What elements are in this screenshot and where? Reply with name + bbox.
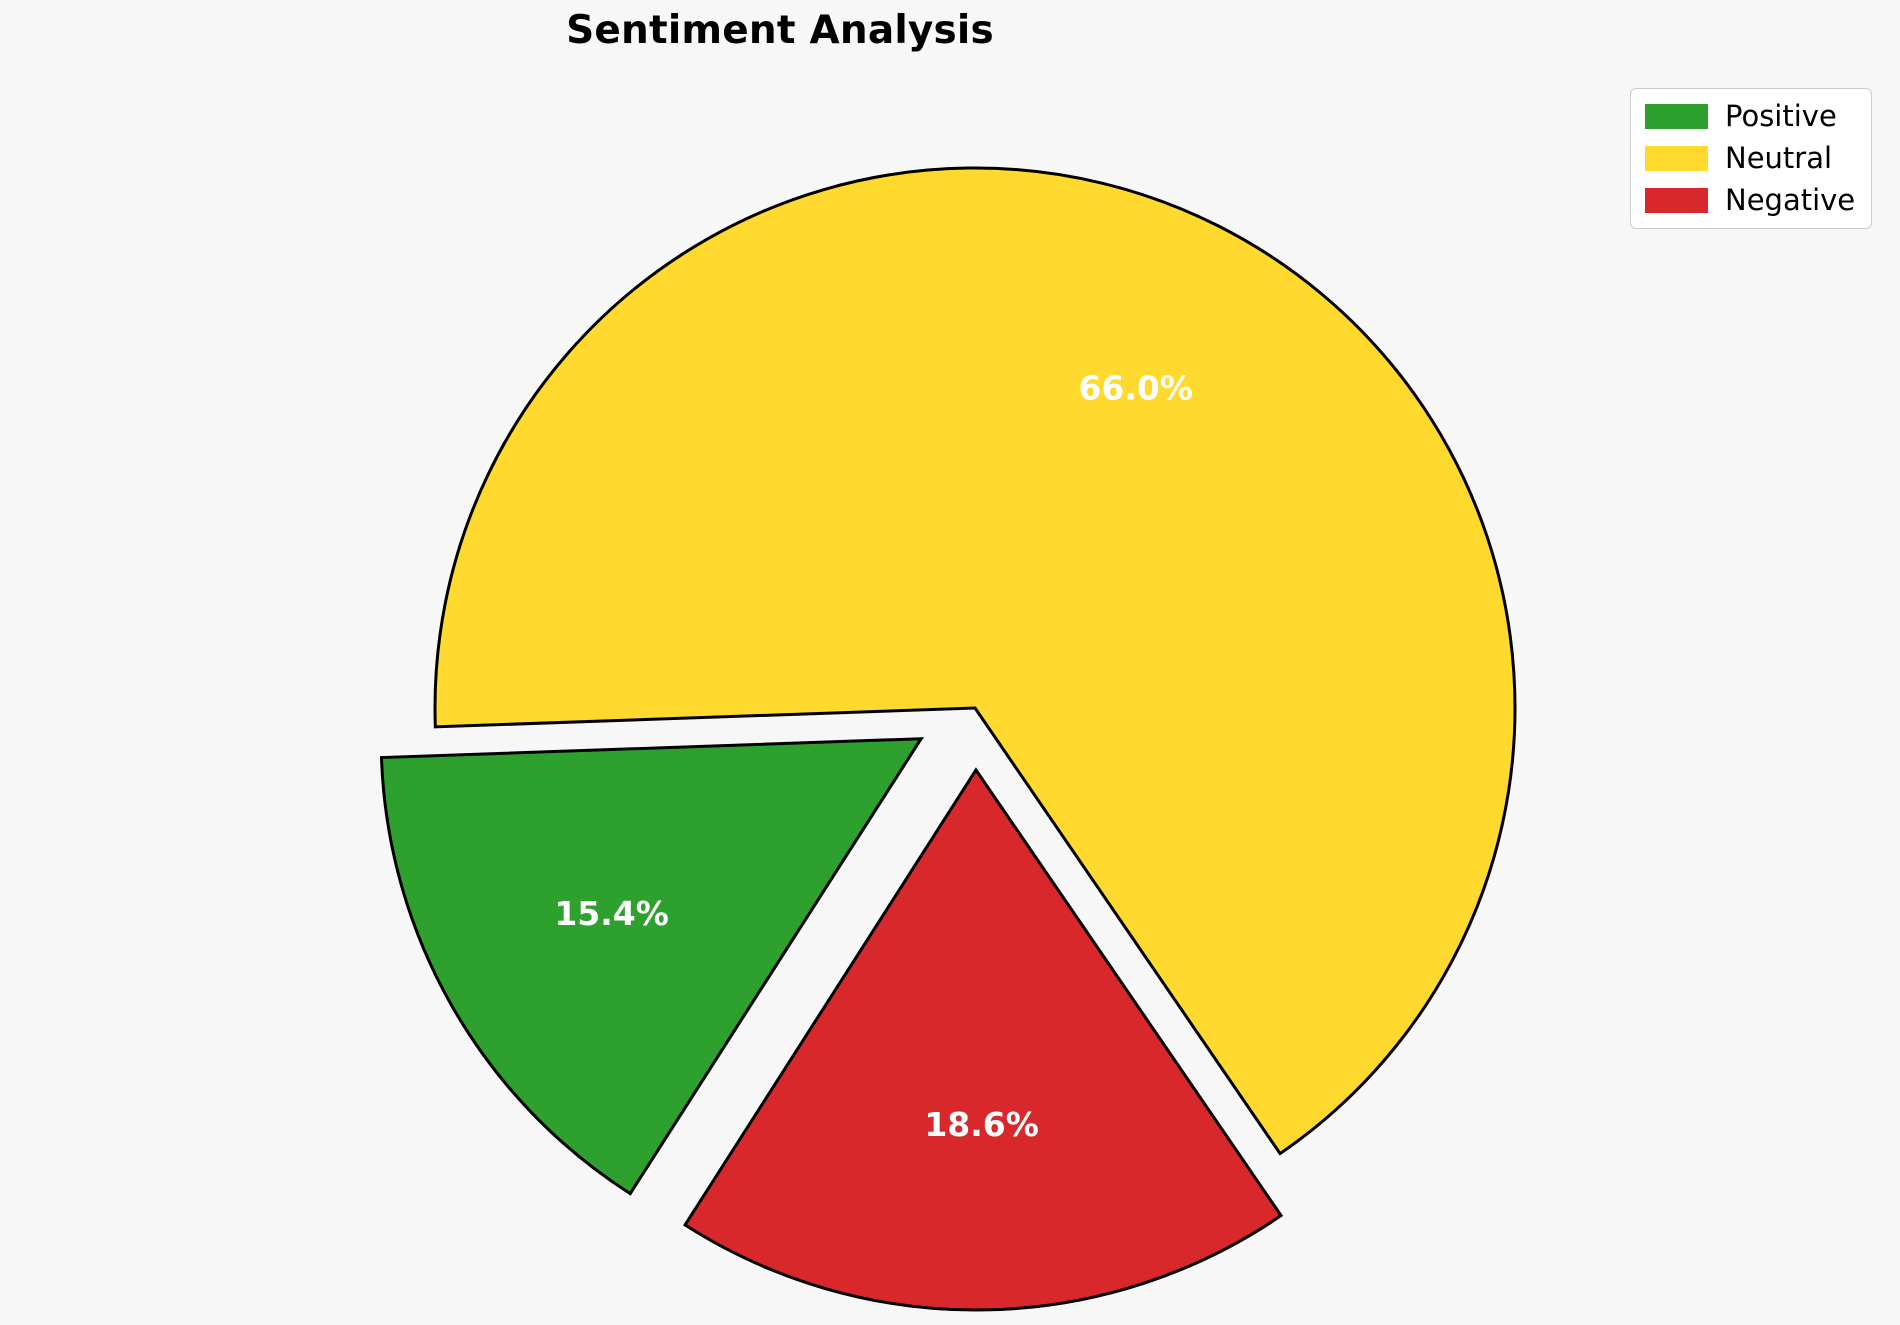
legend-item-neutral[interactable]: Neutral: [1645, 143, 1855, 174]
pie-slice-label-neutral: 66.0%: [1078, 368, 1193, 407]
pie-slice-label-negative: 18.6%: [924, 1105, 1039, 1144]
pie-slice-label-positive: 15.4%: [554, 894, 669, 933]
legend-label-negative: Negative: [1725, 183, 1856, 217]
pie-slice-neutral[interactable]: [433, 166, 1517, 1156]
pie-labels-group: 15.4% 66.0% 18.6%: [554, 368, 1193, 1143]
legend-item-negative[interactable]: Negative: [1645, 185, 1855, 216]
pie-slices-group: [379, 166, 1517, 1312]
legend-swatch-negative: [1645, 188, 1708, 213]
pie-slice-negative[interactable]: [682, 767, 1284, 1312]
chart-title: Sentiment Analysis: [566, 8, 994, 53]
legend-swatch-positive: [1645, 104, 1708, 129]
legend: Positive Neutral Negative: [1630, 88, 1873, 229]
legend-item-positive[interactable]: Positive: [1645, 101, 1855, 132]
legend-label-positive: Positive: [1725, 99, 1837, 133]
pie-slice-positive[interactable]: [379, 737, 924, 1196]
legend-swatch-neutral: [1645, 146, 1708, 171]
legend-label-neutral: Neutral: [1725, 141, 1833, 175]
